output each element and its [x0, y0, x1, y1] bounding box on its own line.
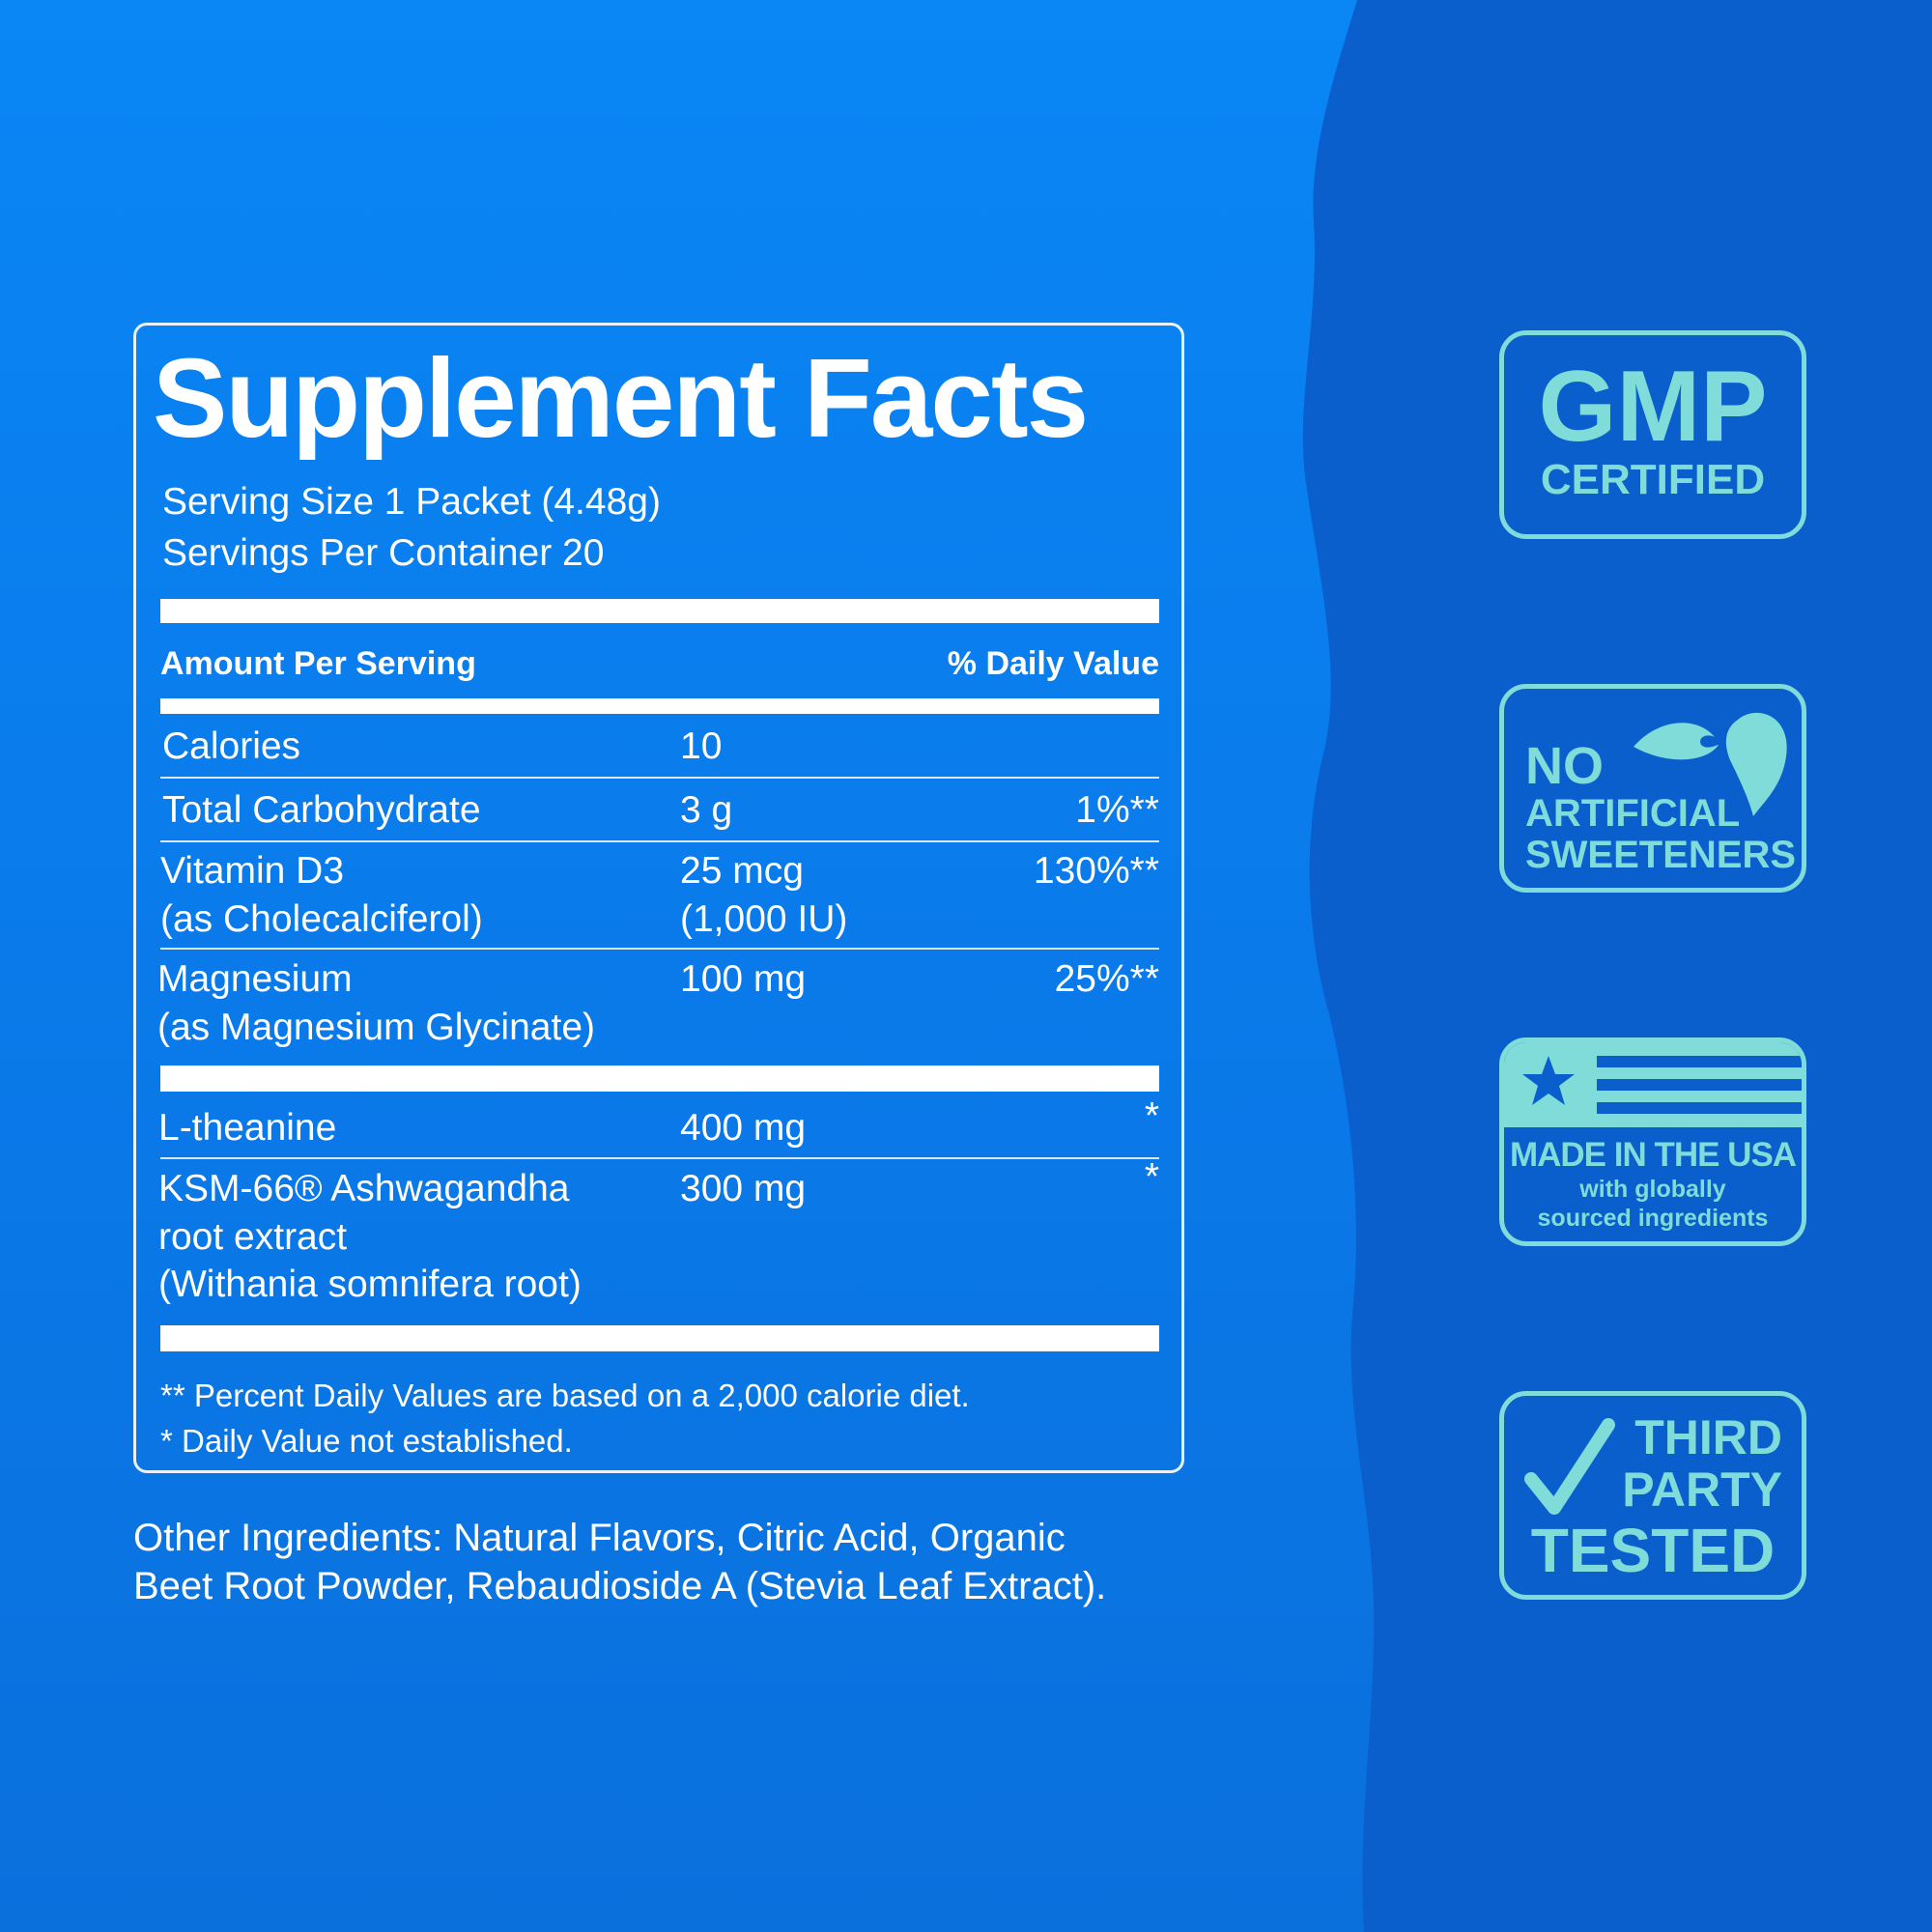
badge-usa-line1: MADE IN THE USA — [1504, 1137, 1802, 1174]
row-name: L-theanine — [158, 1107, 337, 1149]
servings-per-container: Servings Per Container 20 — [162, 532, 605, 574]
row-divider — [160, 948, 1159, 950]
row-amount: 10 — [680, 725, 723, 767]
row-name: Calories — [162, 725, 301, 767]
row-name: Magnesium — [157, 958, 353, 1000]
other-ingredients: Beet Root Powder, Rebaudioside A (Stevia… — [133, 1565, 1107, 1607]
badge-tested-line1: THIRD — [1634, 1410, 1782, 1464]
badge-sweeteners-line2: ARTIFICIAL — [1525, 792, 1741, 835]
badge-text-span: MADE IN THE USA — [1509, 1136, 1797, 1174]
row-name-sub: (Withania somnifera root) — [158, 1264, 582, 1305]
thick-divider — [160, 599, 1159, 623]
checkmark-icon — [1524, 1418, 1615, 1515]
badge-sweeteners-line3: SWEETENERS — [1525, 834, 1797, 876]
footnote: ** Percent Daily Values are based on a 2… — [160, 1378, 970, 1413]
row-amount-sub: (1,000 IU) — [680, 898, 848, 940]
row-dv: 1%** — [1075, 789, 1159, 831]
row-amount: 400 mg — [680, 1107, 807, 1149]
facts-title: Supplement Facts — [153, 335, 1089, 461]
badge-usa-line2: with globally — [1579, 1176, 1726, 1203]
other-ingredients: Other Ingredients: Natural Flavors, Citr… — [133, 1517, 1065, 1559]
serving-size: Serving Size 1 Packet (4.48g) — [162, 481, 661, 523]
badge-no-artificial-sweeteners: NO ARTIFICIAL SWEETENERS — [1499, 684, 1806, 893]
header-amount: Amount Per Serving — [160, 645, 476, 682]
row-name-sub: (as Magnesium Glycinate) — [157, 1007, 595, 1048]
badge-usa-line3: sourced ingredients — [1537, 1205, 1769, 1232]
badge-tested-line2: PARTY — [1622, 1463, 1782, 1517]
leaf-heart-icon — [1634, 712, 1787, 816]
header-dv: % Daily Value — [947, 645, 1159, 682]
row-dv: * — [1144, 1095, 1159, 1137]
badge-gmp-line1: GMP — [1538, 351, 1768, 463]
badge-third-party-tested: THIRD PARTY TESTED — [1499, 1391, 1806, 1600]
row-amount: 300 mg — [680, 1168, 807, 1209]
row-divider — [160, 1157, 1159, 1159]
badge-tested-line3: TESTED — [1530, 1516, 1776, 1585]
row-dv: 130%** — [1033, 850, 1159, 892]
flag-icon — [1504, 1042, 1802, 1127]
thick-divider — [160, 1325, 1159, 1351]
row-name: KSM-66® Ashwagandha — [158, 1168, 570, 1209]
row-amount: 3 g — [680, 789, 733, 831]
badge-sweeteners-line1: NO — [1525, 737, 1604, 795]
medium-divider — [160, 698, 1159, 714]
row-name: Vitamin D3 — [160, 850, 345, 892]
row-amount: 100 mg — [680, 958, 807, 1000]
row-divider — [160, 840, 1159, 842]
row-dv: * — [1144, 1156, 1159, 1198]
row-amount: 25 mcg — [680, 850, 804, 892]
row-dv: 25%** — [1054, 958, 1159, 1000]
badge-gmp-certified: GMP CERTIFIED — [1499, 330, 1806, 539]
footnote: * Daily Value not established. — [160, 1423, 573, 1459]
badge-gmp-line2: CERTIFIED — [1540, 456, 1766, 503]
row-name-sub: (as Cholecalciferol) — [160, 898, 483, 940]
row-divider — [160, 777, 1159, 779]
row-name: Total Carbohydrate — [162, 789, 481, 831]
thick-divider — [160, 1065, 1159, 1092]
row-name-sub: root extract — [158, 1216, 348, 1258]
supplement-facts-panel — [133, 323, 1184, 1473]
badge-made-in-usa: MADE IN THE USA with globally sourced in… — [1499, 1037, 1806, 1246]
